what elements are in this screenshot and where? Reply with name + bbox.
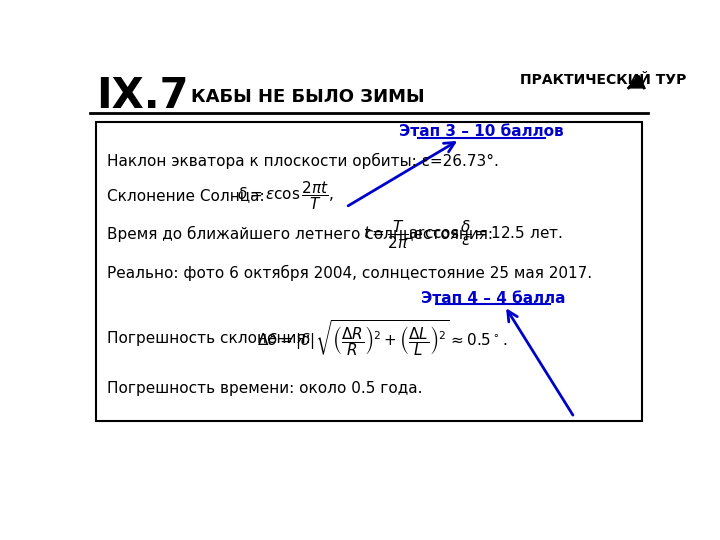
Text: IX.7: IX.7 bbox=[96, 75, 189, 117]
Text: ПРАКТИЧЕСКИЙ ТУР: ПРАКТИЧЕСКИЙ ТУР bbox=[520, 73, 686, 87]
Text: Этап 4 – 4 балла: Этап 4 – 4 балла bbox=[420, 291, 565, 306]
Text: $\Delta\delta = |\delta|\sqrt{\left(\dfrac{\Delta R}{R}\right)^2 + \left(\dfrac{: $\Delta\delta = |\delta|\sqrt{\left(\dfr… bbox=[256, 318, 507, 358]
Text: Погрешность времени: около 0.5 года.: Погрешность времени: около 0.5 года. bbox=[107, 381, 423, 396]
Text: Время до ближайшего летнего солнцестояния:: Время до ближайшего летнего солнцестояни… bbox=[107, 226, 493, 242]
Text: Этап 3 – 10 баллов: Этап 3 – 10 баллов bbox=[399, 124, 564, 139]
Polygon shape bbox=[629, 76, 644, 88]
Text: $t = \dfrac{T}{2\pi} \arccos\dfrac{\delta}{\varepsilon} = 12.5$ лет.: $t = \dfrac{T}{2\pi} \arccos\dfrac{\delt… bbox=[363, 218, 562, 251]
Text: Реально: фото 6 октября 2004, солнцестояние 25 мая 2017.: Реально: фото 6 октября 2004, солнцестоя… bbox=[107, 265, 592, 281]
Text: Погрешность склонения:: Погрешность склонения: bbox=[107, 330, 310, 346]
Text: Наклон экватора к плоскости орбиты: ε=26.73°.: Наклон экватора к плоскости орбиты: ε=26… bbox=[107, 153, 499, 169]
Text: $\delta = \varepsilon \cos\dfrac{2\pi t}{T},$: $\delta = \varepsilon \cos\dfrac{2\pi t}… bbox=[238, 179, 334, 212]
Text: КАБЫ НЕ БЫЛО ЗИМЫ: КАБЫ НЕ БЫЛО ЗИМЫ bbox=[191, 88, 424, 106]
Text: Склонение Солнца:: Склонение Солнца: bbox=[107, 188, 265, 203]
